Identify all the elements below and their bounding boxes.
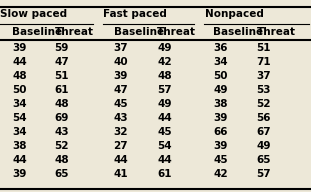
Text: Threat: Threat bbox=[257, 27, 295, 37]
Text: 52: 52 bbox=[257, 99, 271, 109]
Text: Threat: Threat bbox=[54, 27, 93, 37]
Text: 48: 48 bbox=[157, 71, 172, 81]
Text: 51: 51 bbox=[54, 71, 69, 81]
Text: 49: 49 bbox=[157, 43, 172, 53]
Text: 44: 44 bbox=[114, 155, 128, 165]
Text: 71: 71 bbox=[257, 57, 271, 67]
Text: 39: 39 bbox=[12, 43, 27, 53]
Text: 48: 48 bbox=[54, 155, 69, 165]
Text: Threat: Threat bbox=[157, 27, 196, 37]
Text: 34: 34 bbox=[213, 57, 228, 67]
Text: 51: 51 bbox=[257, 43, 271, 53]
Text: 32: 32 bbox=[114, 127, 128, 137]
Text: 27: 27 bbox=[114, 141, 128, 151]
Text: 48: 48 bbox=[12, 71, 27, 81]
Text: 43: 43 bbox=[54, 127, 69, 137]
Text: 39: 39 bbox=[213, 141, 227, 151]
Text: 47: 47 bbox=[54, 57, 69, 67]
Text: 43: 43 bbox=[114, 113, 128, 123]
Text: 65: 65 bbox=[257, 155, 271, 165]
Text: 54: 54 bbox=[12, 113, 27, 123]
Text: Baseline: Baseline bbox=[12, 27, 63, 37]
Text: 44: 44 bbox=[157, 155, 172, 165]
Text: 39: 39 bbox=[12, 169, 27, 179]
Text: 34: 34 bbox=[12, 127, 27, 137]
Text: Slow paced: Slow paced bbox=[0, 9, 67, 19]
Text: 61: 61 bbox=[157, 169, 172, 179]
Text: 47: 47 bbox=[114, 85, 128, 95]
Text: 34: 34 bbox=[12, 99, 27, 109]
Text: 39: 39 bbox=[114, 71, 128, 81]
Text: 57: 57 bbox=[157, 85, 172, 95]
Text: Fast paced: Fast paced bbox=[103, 9, 167, 19]
Text: 50: 50 bbox=[213, 71, 228, 81]
Text: 45: 45 bbox=[213, 155, 228, 165]
Text: 37: 37 bbox=[257, 71, 271, 81]
Text: 69: 69 bbox=[54, 113, 69, 123]
Text: 44: 44 bbox=[157, 113, 172, 123]
Text: 38: 38 bbox=[213, 99, 228, 109]
Text: 44: 44 bbox=[12, 57, 27, 67]
Text: 59: 59 bbox=[54, 43, 69, 53]
Text: 36: 36 bbox=[213, 43, 228, 53]
Text: 45: 45 bbox=[114, 99, 128, 109]
Text: 38: 38 bbox=[12, 141, 27, 151]
Text: 65: 65 bbox=[54, 169, 69, 179]
Text: 49: 49 bbox=[213, 85, 228, 95]
Text: 49: 49 bbox=[257, 141, 271, 151]
Text: 50: 50 bbox=[12, 85, 27, 95]
Text: 49: 49 bbox=[157, 99, 172, 109]
Text: 40: 40 bbox=[114, 57, 128, 67]
Text: 66: 66 bbox=[213, 127, 228, 137]
Text: 57: 57 bbox=[257, 169, 271, 179]
Text: 42: 42 bbox=[157, 57, 172, 67]
Text: 56: 56 bbox=[257, 113, 271, 123]
Text: 39: 39 bbox=[213, 113, 227, 123]
Text: 41: 41 bbox=[114, 169, 128, 179]
Text: Baseline: Baseline bbox=[114, 27, 164, 37]
Text: Nonpaced: Nonpaced bbox=[205, 9, 264, 19]
Text: 44: 44 bbox=[12, 155, 27, 165]
Text: 48: 48 bbox=[54, 99, 69, 109]
Text: 42: 42 bbox=[213, 169, 228, 179]
Text: 61: 61 bbox=[54, 85, 69, 95]
Text: 52: 52 bbox=[54, 141, 69, 151]
Text: Baseline: Baseline bbox=[213, 27, 263, 37]
Text: 45: 45 bbox=[157, 127, 172, 137]
Text: 37: 37 bbox=[114, 43, 128, 53]
Text: 53: 53 bbox=[257, 85, 271, 95]
Text: 67: 67 bbox=[257, 127, 271, 137]
Text: 54: 54 bbox=[157, 141, 172, 151]
